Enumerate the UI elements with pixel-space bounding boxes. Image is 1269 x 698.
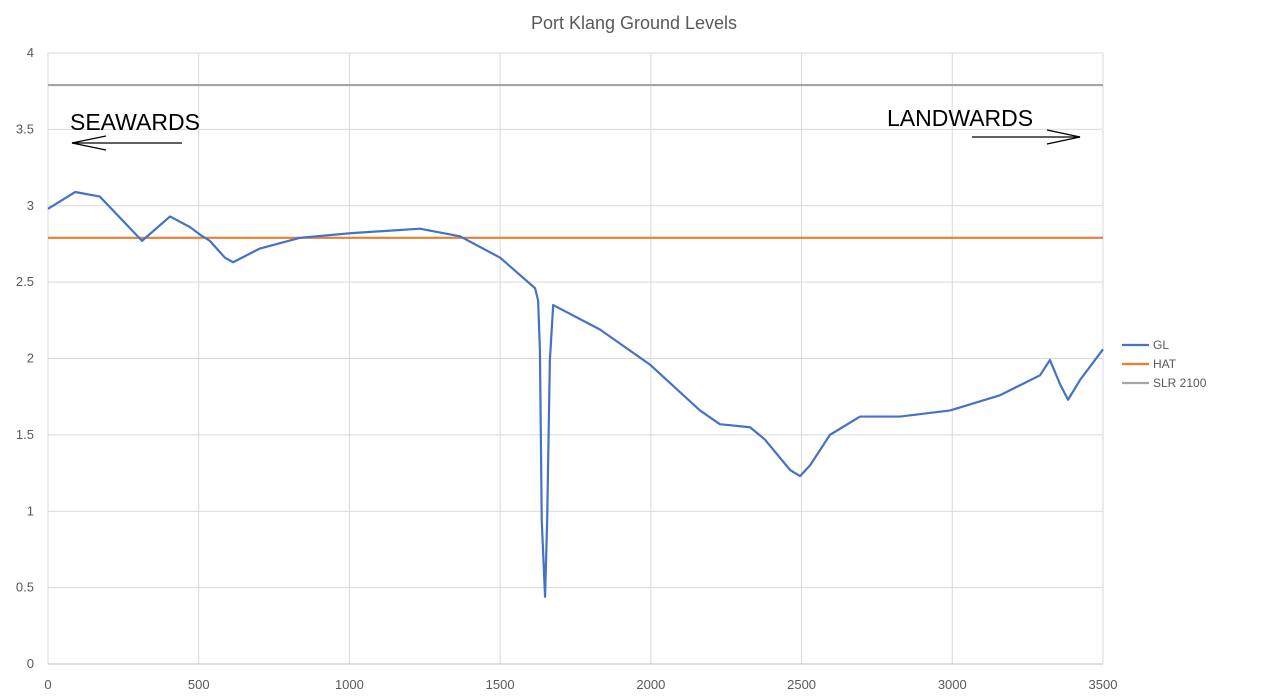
y-tick-label: 3.5 bbox=[16, 121, 34, 136]
x-tick-label: 500 bbox=[188, 677, 210, 692]
y-tick-label: 0 bbox=[27, 656, 34, 671]
x-tick-label: 3500 bbox=[1089, 677, 1118, 692]
left-arrow-icon bbox=[71, 135, 182, 151]
y-tick-label: 3 bbox=[27, 198, 34, 213]
legend-label: HAT bbox=[1153, 357, 1177, 371]
landwards-label: LANDWARDS bbox=[887, 105, 1033, 131]
y-tick-label: 2 bbox=[27, 351, 34, 366]
right-arrow-icon bbox=[972, 129, 1081, 145]
x-tick-label: 3000 bbox=[938, 677, 967, 692]
y-tick-label: 4 bbox=[27, 45, 34, 60]
chart-title: Port Klang Ground Levels bbox=[531, 13, 737, 33]
legend-label: SLR 2100 bbox=[1153, 376, 1207, 390]
seawards-label: SEAWARDS bbox=[70, 109, 200, 135]
y-tick-label: 0.5 bbox=[16, 580, 34, 595]
x-tick-label: 2000 bbox=[636, 677, 665, 692]
y-tick-label: 1 bbox=[27, 503, 34, 518]
x-tick-label: 1500 bbox=[486, 677, 515, 692]
y-tick-label: 2.5 bbox=[16, 274, 34, 289]
x-tick-label: 1000 bbox=[335, 677, 364, 692]
landwards-annotation: LANDWARDS bbox=[887, 105, 1081, 145]
legend-label: GL bbox=[1153, 338, 1169, 352]
series-line-gl bbox=[47, 190, 1104, 598]
x-tick-label: 0 bbox=[44, 677, 51, 692]
legend: GL HAT SLR 2100 bbox=[1122, 338, 1207, 390]
x-tick-label: 2500 bbox=[787, 677, 816, 692]
y-tick-label: 1.5 bbox=[16, 427, 34, 442]
seawards-annotation: SEAWARDS bbox=[70, 109, 200, 151]
